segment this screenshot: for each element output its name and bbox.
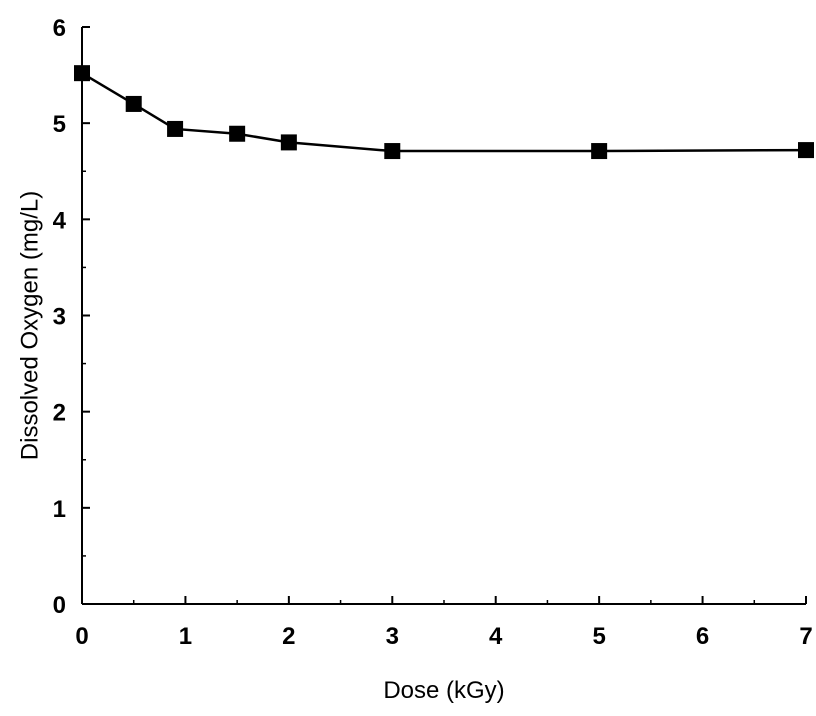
- x-tick-label: 1: [179, 623, 192, 650]
- x-axis-ticks: 0 1 2 3 4 5 6 7: [75, 596, 813, 650]
- x-tick-label: 0: [75, 623, 88, 650]
- axes: [81, 27, 806, 605]
- x-tick-label: 6: [696, 623, 709, 650]
- data-point-marker: [125, 95, 142, 112]
- x-axis-title: Dose (kGy): [383, 677, 504, 704]
- x-tick-label: 5: [592, 623, 605, 650]
- x-tick-label: 2: [282, 623, 295, 650]
- x-tick-label: 4: [489, 623, 503, 650]
- data-point-marker: [591, 143, 608, 160]
- series-line: [81, 72, 807, 153]
- x-tick-label: 3: [386, 623, 399, 650]
- y-tick-label: 4: [53, 207, 67, 234]
- x-tick-label: 7: [799, 623, 812, 650]
- data-point-marker: [74, 65, 90, 82]
- data-point-marker: [798, 142, 814, 159]
- data-series: [74, 65, 814, 160]
- data-point-marker: [167, 120, 184, 137]
- y-axis-title: Dissolved Oxygen (mg/L): [16, 191, 43, 460]
- data-point-marker: [280, 134, 297, 151]
- y-axis-ticks: 0 1 2 3 4 5 6: [53, 15, 90, 619]
- data-point-marker: [229, 125, 246, 142]
- y-tick-label: 3: [53, 304, 66, 331]
- data-point-marker: [384, 143, 401, 160]
- y-tick-label: 6: [53, 15, 66, 42]
- y-tick-label: 0: [53, 592, 66, 619]
- y-tick-label: 1: [53, 496, 66, 523]
- y-tick-label: 5: [53, 111, 66, 138]
- y-tick-label: 2: [53, 400, 66, 427]
